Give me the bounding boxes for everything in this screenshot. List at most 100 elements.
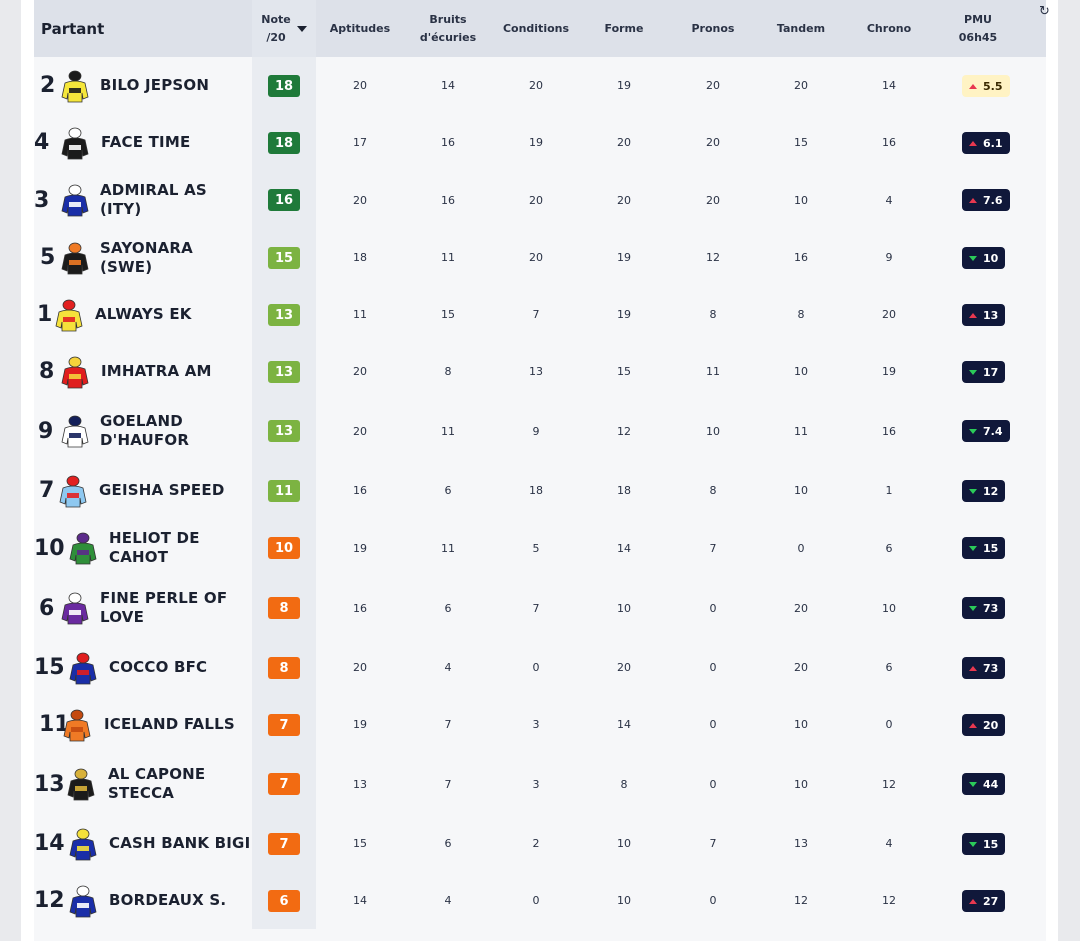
conditions-score: 18 <box>529 484 543 497</box>
jockey-silk-icon <box>60 229 90 286</box>
table-row[interactable]: 10 HELIOT DE CAHOT 10 19 11 5 14 7 0 6 15 <box>34 519 1046 577</box>
horse-name[interactable]: ALWAYS EK <box>95 305 192 323</box>
conditions-score: 2 <box>532 837 540 850</box>
pmu-odds-badge[interactable]: 7.4 <box>962 420 1010 442</box>
tandem-score: 12 <box>794 894 808 907</box>
sort-desc-icon[interactable] <box>296 25 307 32</box>
pmu-odds-value: 27 <box>983 894 999 908</box>
pronos-score: 20 <box>706 193 720 207</box>
conditions-score: 9 <box>532 424 540 438</box>
aptitudes-score: 13 <box>353 777 367 791</box>
table-row[interactable]: 13 AL CAPONE STECCA 7 13 7 3 8 0 10 12 44 <box>34 753 1046 815</box>
pmu-odds-badge[interactable]: 44 <box>962 773 1006 795</box>
jockey-silk-icon <box>68 872 98 929</box>
horse-name[interactable]: FINE PERLE OF LOVE <box>100 589 228 626</box>
tandem-score: 10 <box>794 193 808 207</box>
horse-name[interactable]: GOELAND D'HAUFOR <box>100 412 190 449</box>
horse-name[interactable]: CASH BANK BIGI <box>109 834 251 852</box>
pmu-odds-badge[interactable]: 17 <box>962 361 1006 383</box>
table-row[interactable]: 4 FACE TIME 18 17 16 19 20 20 15 16 6.1 <box>34 114 1046 171</box>
note-badge: 10 <box>268 537 300 559</box>
conditions-score: 19 <box>529 136 543 149</box>
pmu-odds-badge[interactable]: 10 <box>962 247 1006 269</box>
table-row[interactable]: 5 SAYONARA (SWE) 15 18 11 20 19 12 16 9 10 <box>34 229 1046 286</box>
table-row[interactable]: 3 ADMIRAL AS (ITY) 16 20 16 20 20 20 10 4 7.6 <box>34 171 1046 229</box>
table-row[interactable]: 6 FINE PERLE OF LOVE 8 16 6 7 10 0 20 10 73 <box>34 577 1046 639</box>
table-row[interactable]: 2 BILO JEPSON 18 20 14 20 19 20 20 14 5.5 <box>34 57 1046 114</box>
jockey-silk-icon <box>60 343 90 400</box>
pmu-odds-badge[interactable]: 27 <box>962 890 1006 912</box>
horse-name[interactable]: COCCO BFC <box>109 658 208 676</box>
horse-name[interactable]: IMHATRA AM <box>101 362 212 380</box>
col-header-bruits[interactable]: Bruits d'écuries <box>404 0 492 57</box>
pmu-odds-value: 73 <box>983 661 999 675</box>
note-badge: 6 <box>268 890 300 912</box>
horse-name[interactable]: GEISHA SPEED <box>99 481 225 499</box>
trend-down-icon <box>969 545 977 551</box>
runner-number: 8 <box>39 359 55 384</box>
table-row[interactable]: 11 ICELAND FALLS 7 19 7 3 14 0 10 0 20 <box>34 696 1046 753</box>
col-header-pmu[interactable]: PMU 06h45 <box>934 0 1022 57</box>
pmu-odds-badge[interactable]: 5.5 <box>962 75 1010 97</box>
pmu-odds-badge[interactable]: 15 <box>962 833 1006 855</box>
table-row[interactable]: 8 IMHATRA AM 13 20 8 13 15 11 10 19 17 <box>34 343 1046 400</box>
table-row[interactable]: 7 GEISHA SPEED 11 16 6 18 18 8 10 1 12 <box>34 462 1046 519</box>
pmu-odds-badge[interactable]: 13 <box>962 304 1006 326</box>
jockey-silk-icon <box>62 696 92 753</box>
pmu-odds-badge[interactable]: 73 <box>962 597 1006 619</box>
runner-number: 13 <box>34 771 65 797</box>
horse-name[interactable]: ICELAND FALLS <box>104 715 235 733</box>
bruits-score: 14 <box>441 79 455 92</box>
col-header-partant[interactable]: Partant <box>41 19 105 38</box>
horse-name[interactable]: SAYONARA (SWE) <box>100 238 193 276</box>
chrono-score: 9 <box>885 251 893 264</box>
pmu-odds-badge[interactable]: 12 <box>962 480 1006 502</box>
table-row[interactable]: 14 CASH BANK BIGI 7 15 6 2 10 7 13 4 15 <box>34 815 1046 872</box>
note-badge: 15 <box>268 247 300 269</box>
col-header-conditions[interactable]: Conditions <box>502 21 570 35</box>
trend-up-icon <box>969 312 977 318</box>
tandem-score: 10 <box>794 365 808 378</box>
forme-score: 10 <box>617 894 631 907</box>
pronos-score: 0 <box>709 894 717 907</box>
refresh-icon[interactable]: ↻ <box>1039 4 1050 19</box>
col-header-aptitudes[interactable]: Aptitudes <box>329 21 391 35</box>
note-badge: 7 <box>268 773 300 795</box>
horse-name[interactable]: FACE TIME <box>101 133 191 151</box>
aptitudes-score: 14 <box>353 894 367 907</box>
table-row[interactable]: 1 ALWAYS EK 13 11 15 7 19 8 8 20 13 <box>34 286 1046 343</box>
jockey-silk-icon <box>58 462 88 519</box>
horse-name[interactable]: BORDEAUX S. <box>109 891 227 909</box>
horse-name[interactable]: BILO JEPSON <box>100 76 210 94</box>
col-header-tandem[interactable]: Tandem <box>776 21 826 35</box>
col-header-chrono[interactable]: Chrono <box>866 21 912 35</box>
aptitudes-score: 15 <box>353 837 367 850</box>
tandem-score: 8 <box>797 308 805 321</box>
conditions-score: 20 <box>529 193 543 207</box>
pmu-odds-badge[interactable]: 15 <box>962 537 1006 559</box>
tandem-score: 11 <box>794 424 808 438</box>
tandem-score: 15 <box>794 136 808 149</box>
conditions-score: 7 <box>532 601 540 615</box>
col-header-pronos[interactable]: Pronos <box>691 21 735 35</box>
conditions-score: 3 <box>532 777 540 791</box>
pmu-odds-badge[interactable]: 20 <box>962 714 1006 736</box>
horse-name[interactable]: ADMIRAL AS (ITY) <box>100 181 207 218</box>
pronos-score: 10 <box>706 424 720 438</box>
bruits-score: 11 <box>441 424 455 438</box>
runner-number: 4 <box>34 130 50 155</box>
table-row[interactable]: 15 COCCO BFC 8 20 4 0 20 0 20 6 73 <box>34 639 1046 696</box>
horse-name[interactable]: AL CAPONE STECCA <box>108 765 206 802</box>
pmu-odds-badge[interactable]: 7.6 <box>962 189 1010 211</box>
horse-name[interactable]: HELIOT DE CAHOT <box>109 529 200 566</box>
runner-number: 14 <box>34 831 65 856</box>
forme-score: 12 <box>617 424 631 438</box>
table-header: Partant Note /20 Aptitudes Bruits d'écur… <box>34 0 1050 57</box>
table-row[interactable]: 12 BORDEAUX S. 6 14 4 0 10 0 12 12 27 <box>34 872 1046 929</box>
col-header-note[interactable]: Note /20 <box>252 0 316 57</box>
table-row[interactable]: 9 GOELAND D'HAUFOR 13 20 11 9 12 10 11 16 7.4 <box>34 400 1046 462</box>
pmu-odds-badge[interactable]: 73 <box>962 657 1006 679</box>
pmu-odds-badge[interactable]: 6.1 <box>962 132 1010 154</box>
trend-up-icon <box>969 722 977 728</box>
col-header-forme[interactable]: Forme <box>604 21 644 35</box>
